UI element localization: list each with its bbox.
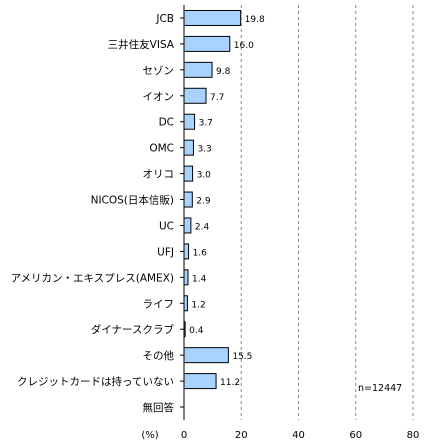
bar-value-label: 2.4 <box>195 222 210 232</box>
axis: 0 20 40 60 80 <box>180 5 419 441</box>
bar <box>183 347 229 364</box>
category-label: その他 <box>143 349 175 362</box>
category-label: アメリカン・エキスプレス(AMEX) <box>11 272 174 284</box>
bar <box>183 191 193 208</box>
bar-value-label: 11.2 <box>220 378 240 388</box>
bar-value-label: 3.3 <box>197 145 211 155</box>
category-label: JCB <box>155 13 174 25</box>
bar-value-label: 7.7 <box>210 93 224 103</box>
category-label: NICOS(日本信販) <box>91 194 174 207</box>
x-tick-label: 80 <box>407 430 420 441</box>
bar-value-label: 15.5 <box>232 352 252 362</box>
bar-value-label: 1.6 <box>193 248 208 258</box>
gridlines <box>240 5 414 420</box>
bar <box>183 217 192 234</box>
bar-value-label: 1.2 <box>191 300 205 310</box>
x-unit-label: (%) <box>141 430 158 441</box>
category-label: イオン <box>143 91 175 103</box>
bar-value-label: 3.0 <box>197 171 212 181</box>
bar <box>183 113 196 130</box>
bar <box>183 373 217 390</box>
category-label: オリコ <box>143 169 175 181</box>
x-tick-label: 20 <box>235 430 248 441</box>
bar-value-label: 0.4 <box>189 326 204 336</box>
bar <box>183 139 194 156</box>
bar <box>183 243 190 260</box>
bar-value-label: 9.8 <box>216 67 231 77</box>
bar-value-label: 1.4 <box>192 274 207 284</box>
bar <box>183 295 188 312</box>
x-tick-label: 60 <box>349 430 362 441</box>
x-tick-label: 40 <box>292 430 305 441</box>
bar-value-label: 19.8 <box>245 15 265 25</box>
category-label: UFJ <box>157 246 174 258</box>
x-tick-label: 0 <box>181 430 187 441</box>
bar-value-label: 2.9 <box>196 197 211 207</box>
category-label: OMC <box>149 143 174 155</box>
category-label: セゾン <box>143 65 175 77</box>
category-label: クレジットカードは持っていない <box>17 375 174 388</box>
bar-value-label: 3.7 <box>199 119 213 129</box>
category-label: 三井住友VISA <box>108 38 175 51</box>
category-label: UC <box>159 220 174 232</box>
sample-size-note: n=12447 <box>358 383 402 394</box>
category-label: 無回答 <box>143 401 175 414</box>
bar <box>183 87 207 104</box>
bar <box>183 61 213 78</box>
category-label: DC <box>159 117 174 129</box>
value-labels: 19.8 16.0 9.8 7.7 3.7 3.3 3.0 2.9 2.4 1.6 1.4 1.2 0.… <box>189 15 265 388</box>
bar-value-label: 16.0 <box>234 41 254 51</box>
bar <box>183 9 242 26</box>
bar <box>183 269 189 286</box>
bar <box>183 165 194 182</box>
category-label: ライフ <box>143 298 175 310</box>
category-label: ダイナースクラブ <box>91 323 175 336</box>
bar <box>183 35 231 52</box>
